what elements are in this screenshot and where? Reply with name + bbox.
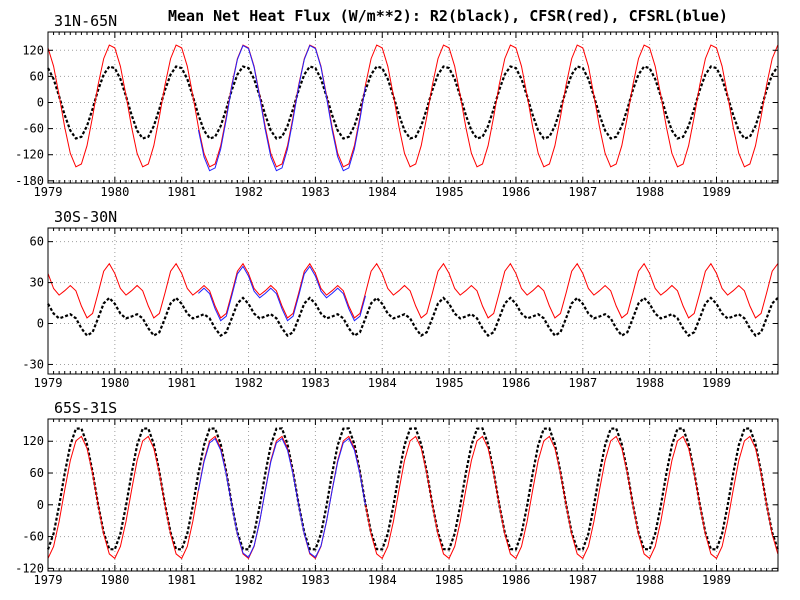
x-tick-label: 1987 [568, 185, 597, 199]
y-tick-label: 30 [30, 276, 44, 290]
y-tick-label: -30 [22, 357, 44, 371]
y-tick-label: 120 [22, 43, 44, 57]
panel-65s-31s: 65S-31S -120 -60 0 60 120 1979 1980 1981 1982 1983… [15, 399, 779, 587]
x-tick-label: 1985 [435, 376, 464, 390]
series-line-r2 [46, 427, 779, 551]
x-tick-label: 1983 [301, 185, 330, 199]
panel-31n-65n: 31N-65N -180 -120 -60 0 60 120 1979 1980 1981 1982… [15, 12, 779, 199]
x-tick-label: 1980 [100, 185, 129, 199]
x-tick-label: 1987 [568, 573, 597, 587]
y-tick-label: 60 [30, 466, 44, 480]
series-line-cfsrl [197, 44, 366, 172]
plot-frame [47, 227, 779, 375]
gridlines [48, 419, 778, 571]
x-tick-label: 1982 [234, 573, 263, 587]
x-tick-label: 1981 [167, 573, 196, 587]
x-tick-label: 1980 [100, 376, 129, 390]
x-tick-label: 1986 [501, 376, 530, 390]
series-line-r2 [47, 296, 779, 338]
x-tick-label: 1984 [368, 376, 397, 390]
x-tick-label: 1983 [301, 376, 330, 390]
x-tick-label: 1979 [34, 185, 63, 199]
x-tick-label: 1986 [501, 185, 530, 199]
panel-region-label: 30S-30N [54, 208, 117, 226]
x-tick-label: 1988 [635, 376, 664, 390]
y-tick-label: -180 [15, 174, 44, 188]
x-tick-label: 1982 [234, 376, 263, 390]
x-tick-label: 1979 [34, 573, 63, 587]
panels: 31N-65N -180 -120 -60 0 60 120 1979 1980 1981 1982… [15, 12, 779, 587]
x-tick-label: 1983 [301, 573, 330, 587]
x-tick-label: 1981 [167, 185, 196, 199]
panel-region-label: 65S-31S [54, 399, 117, 417]
x-tick-label: 1982 [234, 185, 263, 199]
figure-title: Mean Net Heat Flux (W/m**2): R2(black), … [168, 7, 728, 25]
series-line-cfsrl [198, 265, 366, 322]
y-tick-label: 60 [30, 69, 44, 83]
gridlines [48, 228, 778, 374]
plot-frame [47, 31, 779, 184]
x-tick-label: 1989 [702, 573, 731, 587]
y-tick-label: -120 [15, 561, 44, 575]
series-line-cfsr [47, 44, 779, 168]
x-tick-label: 1984 [368, 573, 397, 587]
panel-region-label: 31N-65N [54, 12, 117, 30]
y-tick-label: -120 [15, 148, 44, 162]
y-tick-label: 120 [22, 434, 44, 448]
series-line-cfsr [47, 435, 779, 560]
series-line-cfsr [47, 262, 779, 319]
plot-frame [47, 418, 779, 572]
y-tick-label: 60 [30, 235, 44, 249]
x-tick-label: 1989 [702, 376, 731, 390]
y-tick-label: -60 [22, 530, 44, 544]
x-tick-label: 1987 [568, 376, 597, 390]
x-tick-label: 1989 [702, 185, 731, 199]
x-tick-label: 1979 [34, 376, 63, 390]
x-tick-label: 1985 [435, 573, 464, 587]
x-tick-label: 1986 [501, 573, 530, 587]
x-tick-label: 1980 [100, 573, 129, 587]
series-line-cfsrl [197, 437, 366, 559]
x-tick-label: 1988 [635, 573, 664, 587]
x-tick-label: 1985 [435, 185, 464, 199]
x-tick-label: 1981 [167, 376, 196, 390]
y-tick-label: 0 [37, 95, 44, 109]
x-tick-label: 1988 [635, 185, 664, 199]
y-tick-label: 0 [37, 498, 44, 512]
panel-30s-30n: 30S-30N -30 0 30 60 1979 1980 1981 1982 1983 1984 1… [22, 208, 779, 390]
gridlines [48, 32, 778, 183]
y-tick-label: 0 [37, 317, 44, 331]
y-tick-label: -60 [22, 122, 44, 136]
x-tick-label: 1984 [368, 185, 397, 199]
